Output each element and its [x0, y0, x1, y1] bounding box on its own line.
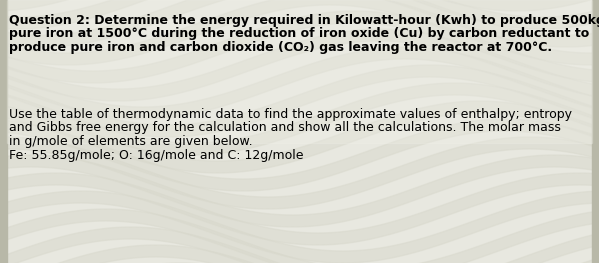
- Text: Use the table of thermodynamic data to find the approximate values of enthalpy; : Use the table of thermodynamic data to f…: [9, 108, 572, 121]
- Text: Question 2: Determine the energy required in Kilowatt-hour (Kwh) to produce 500k: Question 2: Determine the energy require…: [9, 14, 599, 27]
- Text: produce pure iron and carbon dioxide (CO₂) gas leaving the reactor at 700°C.: produce pure iron and carbon dioxide (CO…: [9, 41, 552, 54]
- Text: Fe: 55.85g/mole; O: 16g/mole and C: 12g/mole: Fe: 55.85g/mole; O: 16g/mole and C: 12g/…: [9, 149, 304, 161]
- Text: in g/mole of elements are given below.: in g/mole of elements are given below.: [9, 135, 253, 148]
- Bar: [7, 0, 592, 143]
- Text: pure iron at 1500°C during the reduction of iron oxide (Cu) by carbon reductant : pure iron at 1500°C during the reduction…: [9, 28, 589, 41]
- Bar: [592, 0, 599, 263]
- Text: and Gibbs free energy for the calculation and show all the calculations. The mol: and Gibbs free energy for the calculatio…: [9, 122, 561, 134]
- Bar: [0, 0, 7, 263]
